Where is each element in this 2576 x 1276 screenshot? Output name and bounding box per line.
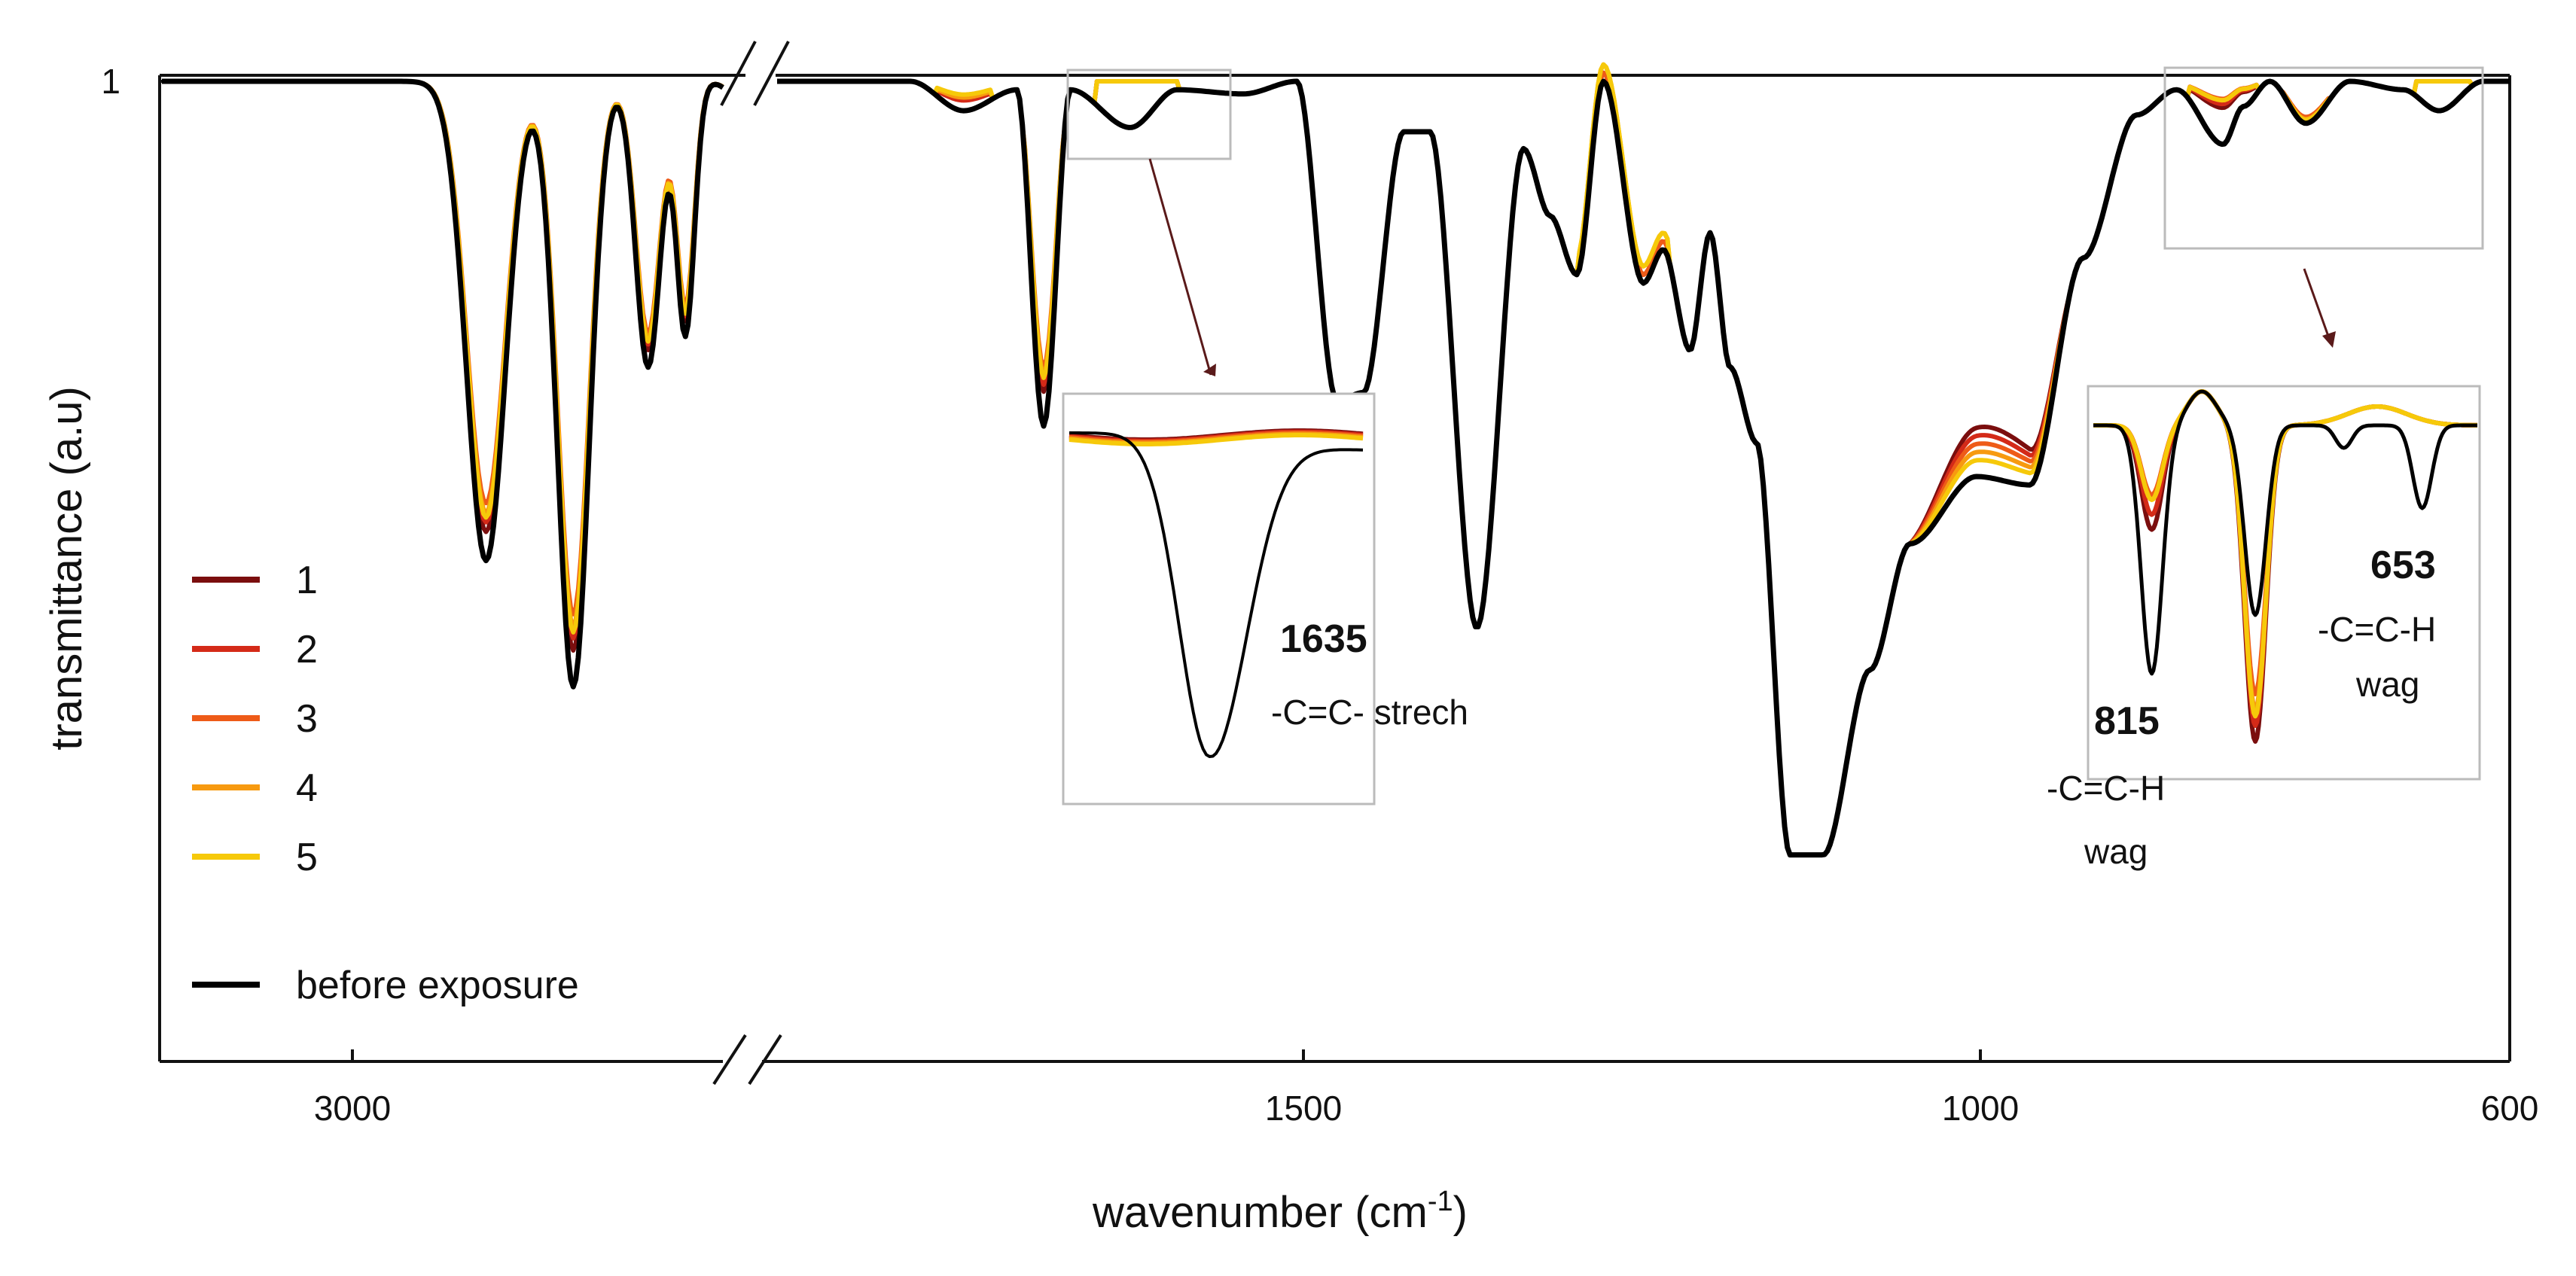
inset-1635-source-box [1066,69,1232,160]
x-tick-label-3000: 3000 [314,1089,391,1128]
series-high-5 [162,79,724,635]
legend-label-before-exposure: before exposure [296,964,579,1007]
series-high-1 [162,79,724,653]
legend-label-1: 1 [296,559,318,602]
plot-frame [158,74,2511,1063]
x-axis-label: wavenumber (cm-1) [1092,1186,1468,1237]
inset-815-series-before-exposure [2093,389,2478,676]
annotation-815-line2: wag [2084,832,2148,871]
legend-label-5: 5 [296,836,318,879]
legend: 1 2 3 4 5 before exposure [192,559,579,1007]
annotation-815-line1: -C=C-H [2047,769,2165,808]
x-tick-label-600: 600 [2481,1089,2539,1128]
inset-1635-series-5 [1069,433,1364,446]
annotation-815-number: 815 [2094,699,2160,743]
series-high-before-exposure [161,78,724,690]
series-high-2 [162,79,724,641]
spectra-series [161,62,2510,858]
inset-1635-curves [1069,428,1364,758]
y-tick-label: 1 [101,62,120,101]
inset-815-arrowhead [2322,331,2336,348]
axis-break-marks [712,41,790,1086]
x-tick-label-1500: 1500 [1265,1089,1342,1128]
legend-label-2: 2 [296,628,318,671]
x-tick-label-1000: 1000 [1942,1089,2019,1128]
inset-1635-arrow-line [1148,158,1212,376]
annotation-653-number: 653 [2370,544,2436,587]
series-high-3 [162,79,724,617]
annotation-1635-text: -C=C- strech [1271,693,1468,732]
inset-1635-arrowhead [1203,364,1216,376]
annotation-1635-number: 1635 [1280,617,1367,661]
inset-815-source-box [2163,66,2484,250]
inset-815-box [2087,385,2481,781]
series-high-4 [162,79,724,629]
inset-815-curves [2093,389,2478,744]
inset-815-arrow-line [2303,268,2331,341]
legend-label-3: 3 [296,697,318,741]
series-low-before-exposure [777,78,2510,858]
inset-1635-box [1062,392,1376,805]
annotation-653-line2: wag [2355,665,2419,704]
x-ticks [351,1049,2511,1061]
inset-1635-series-before-exposure [1069,431,1364,758]
annotation-653-line1: -C=C-H [2318,610,2436,649]
legend-label-4: 4 [296,766,318,810]
y-axis-label: transmittance (a.u) [42,386,91,751]
